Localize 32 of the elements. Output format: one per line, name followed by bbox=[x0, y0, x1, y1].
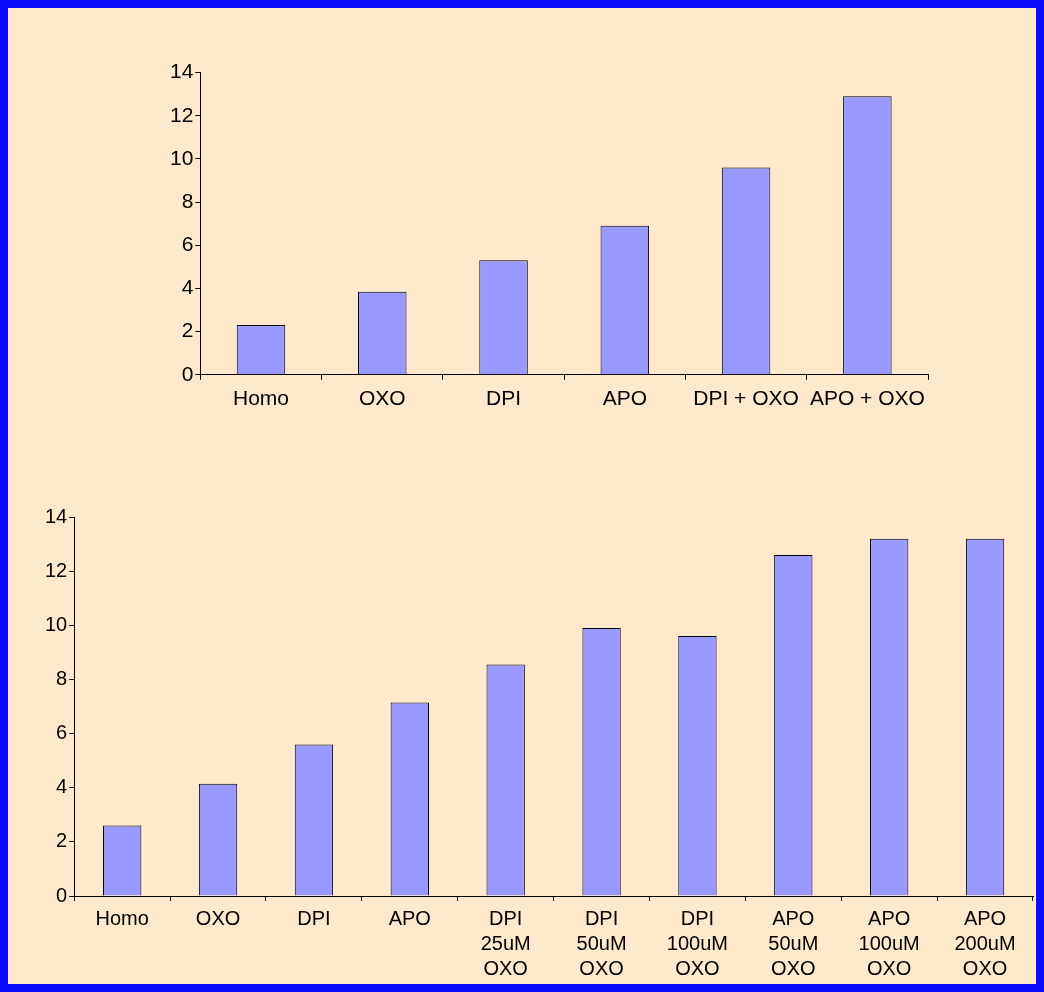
x-tick-label: APO + OXO bbox=[809, 385, 925, 409]
x-tick-label: DPI bbox=[297, 907, 331, 930]
y-tick-label: 2 bbox=[56, 829, 68, 852]
x-tick-label: APO 200uM OXO bbox=[954, 907, 1016, 980]
x-tick-label: APO 50uM OXO bbox=[768, 907, 819, 980]
x-tick-label: APO bbox=[388, 907, 431, 930]
x-tick-label: Homo bbox=[95, 907, 149, 930]
y-tick-label: 2 bbox=[181, 318, 194, 342]
x-tick-label: OXO bbox=[358, 385, 406, 409]
x-tick-label: DPI bbox=[486, 385, 522, 409]
y-tick-label: 0 bbox=[181, 361, 194, 385]
y-tick-label: 8 bbox=[181, 188, 194, 212]
y-tick-label: 6 bbox=[181, 232, 194, 256]
x-tick-label: DPI 25uM OXO bbox=[480, 907, 531, 980]
x-tick-label: DPI 50uM OXO bbox=[576, 907, 627, 980]
x-tick-label: APO 100uM OXO bbox=[858, 907, 920, 980]
y-tick-label: 8 bbox=[56, 666, 68, 689]
x-tick-label: OXO bbox=[195, 907, 241, 930]
y-tick-label: 10 bbox=[170, 145, 194, 169]
y-tick-label: 14 bbox=[170, 59, 194, 83]
y-tick-label: 12 bbox=[170, 102, 194, 126]
x-tick-label: DPI + OXO bbox=[693, 385, 799, 409]
x-tick-label: APO bbox=[602, 385, 647, 409]
y-tick-label: 0 bbox=[56, 883, 68, 906]
y-tick-label: 6 bbox=[56, 721, 68, 744]
x-tick-label: Homo bbox=[232, 385, 290, 409]
y-tick-label: 4 bbox=[181, 275, 194, 299]
y-tick-label: 12 bbox=[45, 558, 68, 581]
x-tick-label: DPI 100uM OXO bbox=[666, 907, 729, 980]
y-tick-label: 10 bbox=[45, 612, 68, 635]
y-tick-label: 14 bbox=[45, 504, 68, 527]
y-tick-label: 4 bbox=[56, 775, 68, 798]
